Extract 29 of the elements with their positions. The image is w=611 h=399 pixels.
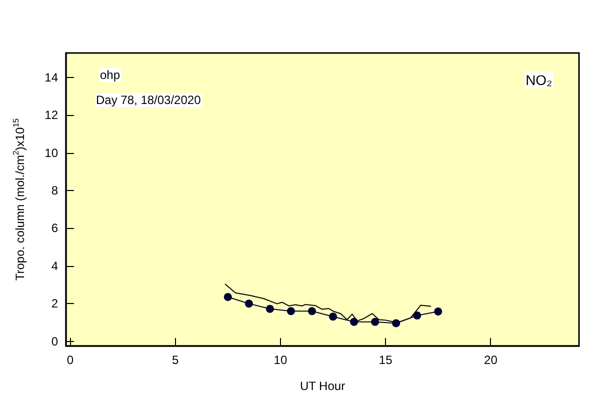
y-tick-label: 14: [44, 70, 58, 84]
point: [286, 307, 295, 316]
point: [224, 293, 232, 302]
annotation: ohp: [100, 68, 120, 82]
y-tick-label: 12: [44, 108, 58, 122]
annotation: NO₂: [526, 72, 552, 88]
point: [371, 318, 380, 326]
x-tick-label: 5: [172, 353, 179, 367]
y-tick-label: 6: [51, 221, 58, 236]
y-tick-label: 10: [44, 146, 58, 160]
x-axis-title: UT Hour: [300, 379, 346, 393]
point: [266, 304, 274, 313]
x-tick-label: 20: [484, 353, 498, 367]
y-tick-label: 2: [51, 296, 58, 311]
y-axis-title: Tropo. column (mol./cm2)x1015: [12, 118, 27, 281]
y-tick-label: 8: [51, 184, 58, 198]
x-tick-label: 10: [274, 353, 288, 367]
y-tick-label: 4: [51, 258, 58, 273]
point: [413, 311, 422, 320]
y-tick-label: 0: [51, 334, 58, 348]
point: [434, 308, 442, 316]
point: [308, 307, 316, 316]
annotation: Day 78, 18/03/2020: [96, 93, 202, 107]
point: [329, 312, 338, 321]
point: [350, 318, 358, 326]
point: [392, 319, 400, 328]
x-tick-label: 0: [66, 353, 74, 367]
point: [244, 300, 253, 308]
x-tick-label: 15: [378, 353, 393, 367]
